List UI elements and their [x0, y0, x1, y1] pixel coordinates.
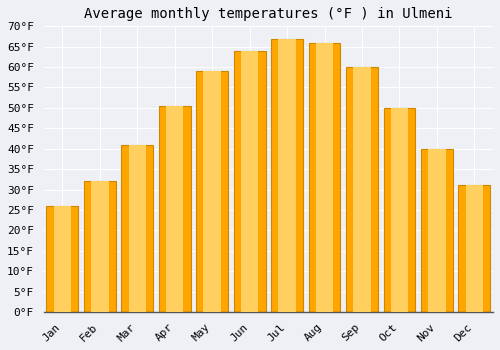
- Bar: [54, 206, 71, 312]
- Bar: [166, 106, 184, 312]
- Bar: [458, 186, 490, 312]
- Bar: [316, 43, 334, 312]
- Bar: [466, 186, 483, 312]
- Bar: [46, 206, 78, 312]
- Bar: [428, 149, 446, 312]
- Bar: [421, 149, 453, 312]
- Bar: [196, 71, 228, 312]
- Bar: [122, 145, 153, 312]
- Bar: [346, 67, 378, 312]
- Bar: [278, 38, 296, 312]
- Bar: [128, 145, 146, 312]
- Bar: [234, 51, 266, 312]
- Bar: [159, 106, 190, 312]
- Bar: [308, 43, 340, 312]
- Bar: [241, 51, 258, 312]
- Bar: [271, 38, 303, 312]
- Bar: [384, 108, 416, 312]
- Bar: [353, 67, 370, 312]
- Bar: [84, 181, 116, 312]
- Bar: [91, 181, 108, 312]
- Bar: [204, 71, 221, 312]
- Title: Average monthly temperatures (°F ) in Ulmeni: Average monthly temperatures (°F ) in Ul…: [84, 7, 452, 21]
- Bar: [390, 108, 408, 312]
